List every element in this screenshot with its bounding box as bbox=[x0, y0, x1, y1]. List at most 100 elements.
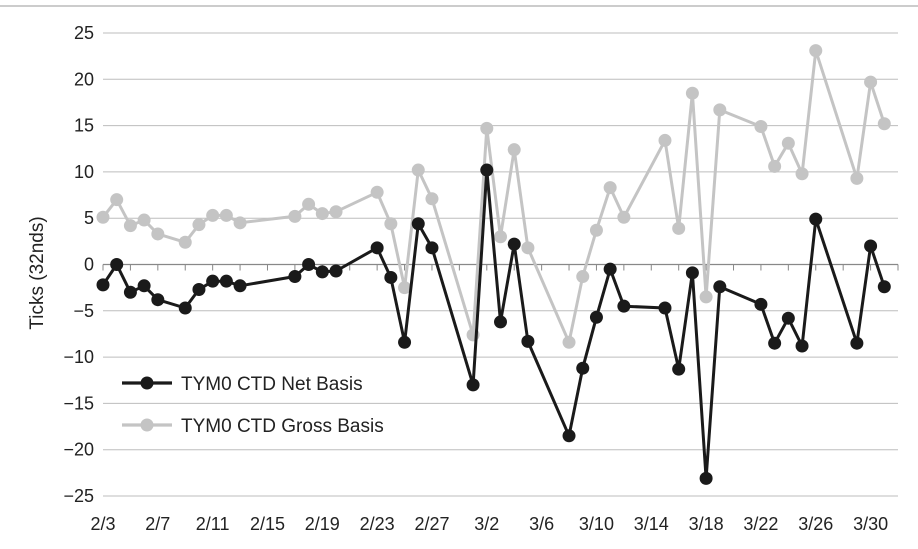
data-point-net-basis bbox=[590, 311, 603, 324]
data-point-net-basis bbox=[425, 241, 438, 254]
data-point-gross-basis bbox=[302, 198, 315, 211]
data-point-net-basis bbox=[316, 265, 329, 278]
x-tick-label: 3/18 bbox=[689, 514, 724, 534]
data-point-gross-basis bbox=[220, 209, 233, 222]
data-point-gross-basis bbox=[508, 143, 521, 156]
data-point-gross-basis bbox=[412, 164, 425, 177]
data-point-net-basis bbox=[768, 337, 781, 350]
data-point-net-basis bbox=[878, 280, 891, 293]
data-point-gross-basis bbox=[686, 87, 699, 100]
data-point-gross-basis bbox=[590, 224, 603, 237]
data-point-net-basis bbox=[809, 213, 822, 226]
data-point-gross-basis bbox=[206, 209, 219, 222]
data-point-gross-basis bbox=[480, 122, 493, 135]
data-point-gross-basis bbox=[672, 222, 685, 235]
data-point-gross-basis bbox=[330, 205, 343, 218]
data-point-net-basis bbox=[617, 300, 630, 313]
data-point-net-basis bbox=[796, 339, 809, 352]
x-tick-label: 2/7 bbox=[145, 514, 170, 534]
data-point-gross-basis bbox=[700, 290, 713, 303]
data-point-net-basis bbox=[672, 363, 685, 376]
data-point-gross-basis bbox=[796, 167, 809, 180]
y-tick-label: −10 bbox=[63, 347, 94, 367]
data-point-gross-basis bbox=[425, 192, 438, 205]
x-tick-label: 2/23 bbox=[360, 514, 395, 534]
data-point-net-basis bbox=[412, 217, 425, 230]
y-tick-label: −5 bbox=[73, 301, 94, 321]
data-point-gross-basis bbox=[713, 103, 726, 116]
data-point-net-basis bbox=[700, 472, 713, 485]
data-point-gross-basis bbox=[110, 193, 123, 206]
data-point-net-basis bbox=[658, 302, 671, 315]
data-point-net-basis bbox=[398, 336, 411, 349]
data-point-gross-basis bbox=[151, 227, 164, 240]
data-point-net-basis bbox=[302, 258, 315, 271]
data-point-gross-basis bbox=[234, 216, 247, 229]
data-point-net-basis bbox=[110, 258, 123, 271]
x-tick-label: 2/3 bbox=[90, 514, 115, 534]
data-point-net-basis bbox=[563, 429, 576, 442]
data-point-net-basis bbox=[713, 280, 726, 293]
data-point-net-basis bbox=[467, 378, 480, 391]
y-tick-label: −15 bbox=[63, 393, 94, 413]
data-point-gross-basis bbox=[604, 181, 617, 194]
y-tick-label: 25 bbox=[74, 23, 94, 43]
data-point-net-basis bbox=[220, 275, 233, 288]
data-point-gross-basis bbox=[754, 120, 767, 133]
data-point-net-basis bbox=[371, 241, 384, 254]
data-point-gross-basis bbox=[384, 217, 397, 230]
data-point-net-basis bbox=[864, 239, 877, 252]
data-point-gross-basis bbox=[850, 172, 863, 185]
data-point-net-basis bbox=[179, 302, 192, 315]
data-point-net-basis bbox=[138, 279, 151, 292]
data-point-net-basis bbox=[576, 362, 589, 375]
x-tick-label: 2/15 bbox=[250, 514, 285, 534]
data-point-gross-basis bbox=[563, 336, 576, 349]
data-point-gross-basis bbox=[97, 211, 110, 224]
x-tick-label: 3/2 bbox=[474, 514, 499, 534]
data-point-net-basis bbox=[508, 238, 521, 251]
x-tick-label: 3/14 bbox=[634, 514, 669, 534]
legend-net-basis-marker bbox=[141, 377, 154, 390]
data-point-net-basis bbox=[234, 279, 247, 292]
data-point-net-basis bbox=[192, 283, 205, 296]
data-point-gross-basis bbox=[288, 210, 301, 223]
data-point-gross-basis bbox=[179, 236, 192, 249]
y-axis-label: Ticks (32nds) bbox=[27, 216, 48, 329]
data-point-gross-basis bbox=[521, 241, 534, 254]
data-point-gross-basis bbox=[138, 214, 151, 227]
x-tick-label: 2/19 bbox=[305, 514, 340, 534]
data-point-net-basis bbox=[494, 315, 507, 328]
data-point-net-basis bbox=[151, 293, 164, 306]
data-point-net-basis bbox=[521, 335, 534, 348]
data-point-net-basis bbox=[288, 270, 301, 283]
data-point-net-basis bbox=[850, 337, 863, 350]
data-point-gross-basis bbox=[768, 160, 781, 173]
x-tick-label: 3/10 bbox=[579, 514, 614, 534]
data-point-gross-basis bbox=[371, 186, 384, 199]
data-point-net-basis bbox=[686, 266, 699, 279]
data-point-net-basis bbox=[754, 298, 767, 311]
x-tick-label: 3/30 bbox=[853, 514, 888, 534]
y-tick-label: −25 bbox=[63, 486, 94, 506]
y-tick-label: 0 bbox=[84, 255, 94, 275]
data-point-net-basis bbox=[604, 263, 617, 276]
data-point-net-basis bbox=[384, 271, 397, 284]
data-point-gross-basis bbox=[192, 218, 205, 231]
legend-gross-basis-label: TYM0 CTD Gross Basis bbox=[181, 416, 384, 437]
x-tick-label: 3/22 bbox=[743, 514, 778, 534]
data-point-gross-basis bbox=[576, 270, 589, 283]
y-tick-label: 15 bbox=[74, 116, 94, 136]
legend-net-basis-label: TYM0 CTD Net Basis bbox=[181, 374, 363, 395]
x-tick-label: 2/11 bbox=[196, 514, 230, 534]
data-point-gross-basis bbox=[878, 117, 891, 130]
data-point-gross-basis bbox=[782, 137, 795, 150]
data-point-gross-basis bbox=[494, 230, 507, 243]
legend-gross-basis-marker bbox=[141, 419, 154, 432]
x-tick-label: 2/27 bbox=[414, 514, 449, 534]
data-point-gross-basis bbox=[658, 134, 671, 147]
y-tick-label: 10 bbox=[74, 162, 94, 182]
data-point-gross-basis bbox=[124, 219, 137, 232]
